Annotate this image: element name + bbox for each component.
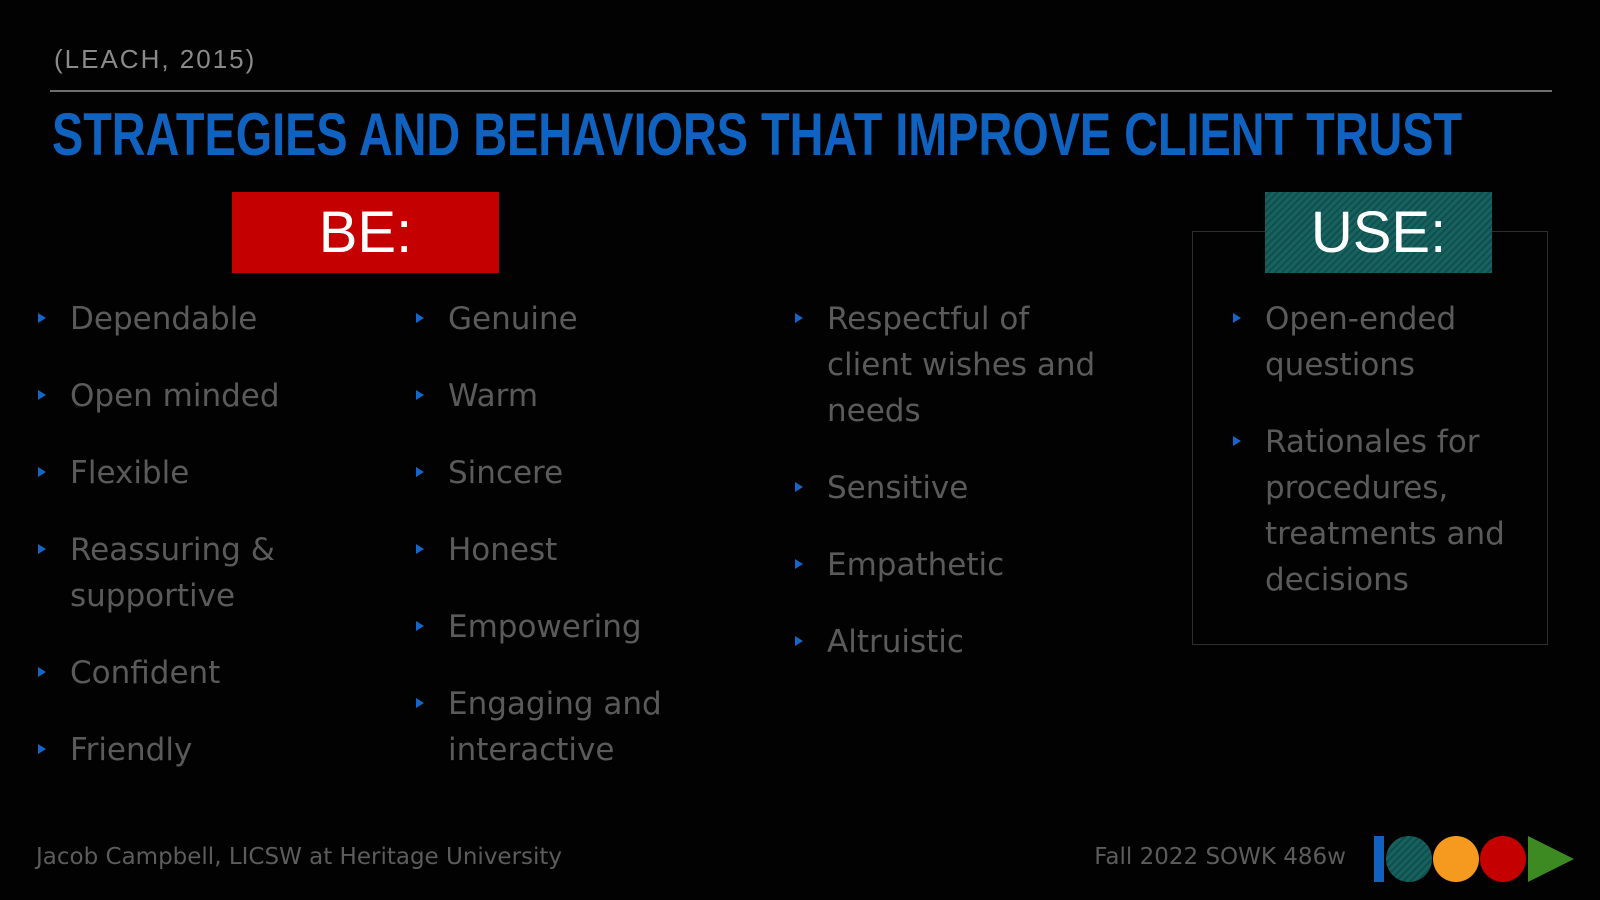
heritage-logo-icon xyxy=(1374,836,1574,882)
list-item: Empowering xyxy=(416,604,736,650)
slide-title: STRATEGIES AND BEHAVIORS THAT IMPROVE CL… xyxy=(52,101,1463,168)
be-column-3: Respectful of client wishes and needs Se… xyxy=(795,296,1125,665)
list-item: Genuine xyxy=(416,296,736,342)
list-item: Warm xyxy=(416,373,736,419)
list-item: Friendly xyxy=(38,727,358,773)
list-item: Honest xyxy=(416,527,736,573)
list-item: Respectful of client wishes and needs xyxy=(795,296,1097,434)
list-item: Empathetic xyxy=(795,542,1125,588)
be-column-1: Dependable Open minded Flexible Reassuri… xyxy=(38,296,358,773)
list-item: Altruistic xyxy=(795,619,1125,665)
header-divider xyxy=(50,90,1552,92)
use-list: Open-ended questions Rationales for proc… xyxy=(1233,296,1533,603)
list-item: Dependable xyxy=(38,296,358,342)
use-label: USE: xyxy=(1265,192,1492,273)
citation: (LEACH, 2015) xyxy=(54,44,257,74)
list-item: Reassuring & supportive xyxy=(38,527,300,619)
list-item: Engaging and interactive xyxy=(416,681,688,773)
list-item: Flexible xyxy=(38,450,358,496)
footer-course: Fall 2022 SOWK 486w xyxy=(1094,844,1346,870)
list-item: Open-ended questions xyxy=(1233,296,1485,388)
list-item: Sensitive xyxy=(795,465,1125,511)
list-item: Sincere xyxy=(416,450,736,496)
list-item: Rationales for procedures, treatments an… xyxy=(1233,419,1515,603)
list-item: Confident xyxy=(38,650,358,696)
be-column-2: Genuine Warm Sincere Honest Empowering E… xyxy=(416,296,736,773)
list-item: Open minded xyxy=(38,373,358,419)
footer-author: Jacob Campbell, LICSW at Heritage Univer… xyxy=(36,844,563,870)
be-label: BE: xyxy=(232,192,499,273)
